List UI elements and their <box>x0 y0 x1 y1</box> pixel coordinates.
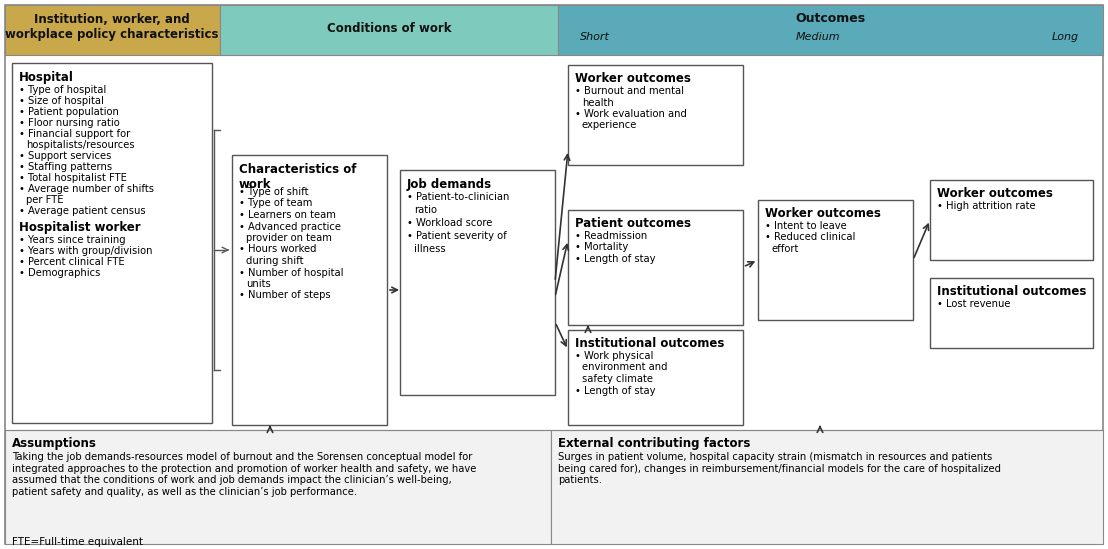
Text: • Number of steps: • Number of steps <box>239 290 330 300</box>
Text: health: health <box>582 98 614 108</box>
Text: • Type of shift: • Type of shift <box>239 187 308 197</box>
Text: Worker outcomes: Worker outcomes <box>937 187 1053 200</box>
Text: • Number of hospital: • Number of hospital <box>239 267 343 277</box>
Text: • Total hospitalist FTE: • Total hospitalist FTE <box>19 173 127 183</box>
Text: • Average number of shifts: • Average number of shifts <box>19 184 154 194</box>
Bar <box>568 65 743 165</box>
Text: Institutional outcomes: Institutional outcomes <box>575 337 725 350</box>
Text: per FTE: per FTE <box>25 195 63 205</box>
Text: FTE=Full-time equivalent: FTE=Full-time equivalent <box>12 537 143 547</box>
Text: hospitalists/resources: hospitalists/resources <box>25 140 135 150</box>
Text: Worker outcomes: Worker outcomes <box>765 207 881 220</box>
Text: • Years since training: • Years since training <box>19 235 125 245</box>
Bar <box>558 5 1102 55</box>
Bar <box>6 5 220 55</box>
Text: Patient outcomes: Patient outcomes <box>575 217 691 230</box>
Text: • Size of hospital: • Size of hospital <box>19 96 104 106</box>
Text: Job demands: Job demands <box>407 178 492 191</box>
Text: effort: effort <box>772 244 799 254</box>
Text: • Advanced practice: • Advanced practice <box>239 221 341 232</box>
Text: • Lost revenue: • Lost revenue <box>937 299 1010 309</box>
Text: • Mortality: • Mortality <box>575 243 628 253</box>
Text: • Length of stay: • Length of stay <box>575 385 656 395</box>
Text: • Years with group/division: • Years with group/division <box>19 246 153 256</box>
Text: • Type of team: • Type of team <box>239 199 312 209</box>
Text: ratio: ratio <box>414 205 437 215</box>
Text: Assumptions: Assumptions <box>12 437 96 450</box>
Text: • Intent to leave: • Intent to leave <box>765 221 847 231</box>
Text: safety climate: safety climate <box>582 374 653 384</box>
Text: Worker outcomes: Worker outcomes <box>575 72 691 85</box>
Text: Institutional outcomes: Institutional outcomes <box>937 285 1086 298</box>
Text: Conditions of work: Conditions of work <box>327 22 451 35</box>
Text: • Percent clinical FTE: • Percent clinical FTE <box>19 257 124 267</box>
Bar <box>12 63 212 423</box>
Text: Long: Long <box>1051 32 1078 42</box>
Bar <box>568 210 743 325</box>
Bar <box>568 330 743 425</box>
Bar <box>930 180 1092 260</box>
Text: • Readmission: • Readmission <box>575 231 647 241</box>
Bar <box>6 430 551 544</box>
Text: • Patient severity of: • Patient severity of <box>407 231 506 241</box>
Text: • Reduced clinical: • Reduced clinical <box>765 232 855 243</box>
Text: • Floor nursing ratio: • Floor nursing ratio <box>19 118 120 128</box>
Text: • Patient population: • Patient population <box>19 107 119 117</box>
Text: provider on team: provider on team <box>246 233 332 243</box>
Text: • High attrition rate: • High attrition rate <box>937 201 1036 211</box>
Text: • Hours worked: • Hours worked <box>239 244 317 255</box>
Bar <box>930 278 1092 348</box>
Text: • Average patient census: • Average patient census <box>19 206 145 216</box>
Text: • Workload score: • Workload score <box>407 218 492 228</box>
Text: • Work physical: • Work physical <box>575 351 654 361</box>
Text: during shift: during shift <box>246 256 304 266</box>
Text: Medium: Medium <box>796 32 840 42</box>
Text: Hospitalist worker: Hospitalist worker <box>19 221 141 234</box>
Text: Short: Short <box>579 32 609 42</box>
Text: • Learners on team: • Learners on team <box>239 210 336 220</box>
Text: Institution, worker, and
workplace policy characteristics: Institution, worker, and workplace polic… <box>6 13 218 41</box>
Text: • Type of hospital: • Type of hospital <box>19 85 106 95</box>
Text: units: units <box>246 279 270 289</box>
Text: • Patient-to-clinician: • Patient-to-clinician <box>407 192 510 202</box>
Bar <box>232 155 387 425</box>
Bar <box>758 200 913 320</box>
Text: Surges in patient volume, hospital capacity strain (mismatch in resources and pa: Surges in patient volume, hospital capac… <box>558 452 1001 485</box>
Text: • Burnout and mental: • Burnout and mental <box>575 86 684 96</box>
Text: • Support services: • Support services <box>19 151 112 161</box>
Text: • Demographics: • Demographics <box>19 268 101 278</box>
Text: experience: experience <box>582 120 637 131</box>
Text: environment and: environment and <box>582 362 667 373</box>
Text: Characteristics of
work: Characteristics of work <box>239 163 357 191</box>
Text: Taking the job demands-resources model of burnout and the Sorensen conceptual mo: Taking the job demands-resources model o… <box>12 452 476 497</box>
Bar <box>551 430 1102 544</box>
Bar <box>220 5 558 55</box>
Text: Outcomes: Outcomes <box>794 12 865 25</box>
Text: • Work evaluation and: • Work evaluation and <box>575 109 687 119</box>
Text: illness: illness <box>414 244 445 254</box>
Text: • Length of stay: • Length of stay <box>575 254 656 264</box>
Text: • Financial support for: • Financial support for <box>19 129 131 139</box>
Text: Hospital: Hospital <box>19 71 74 84</box>
Text: External contributing factors: External contributing factors <box>558 437 750 450</box>
Text: • Staffing patterns: • Staffing patterns <box>19 162 112 172</box>
Bar <box>400 170 555 395</box>
